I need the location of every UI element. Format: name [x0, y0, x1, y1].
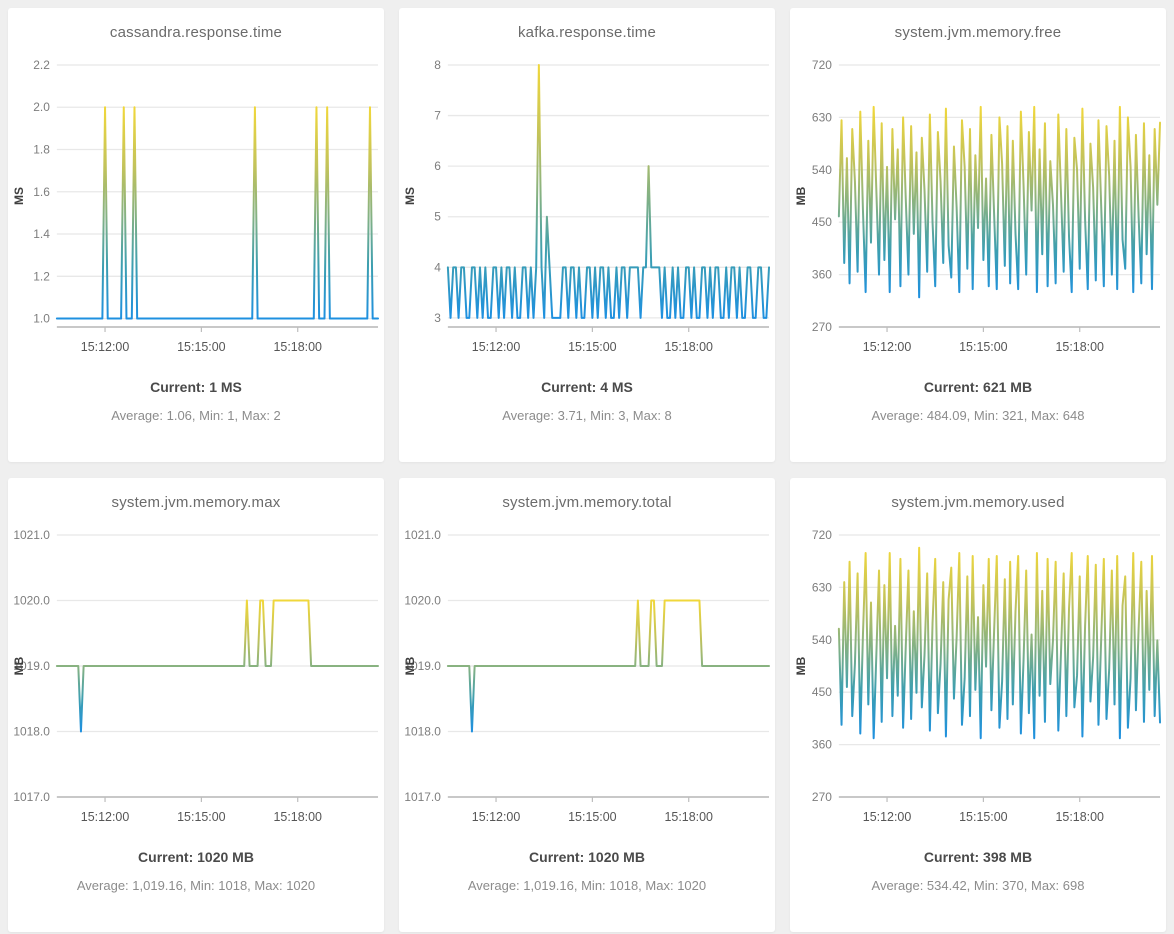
x-tick-label: 15:12:00: [472, 810, 521, 824]
chart-card-jvm-memory-used: system.jvm.memory.used 270 360 450 540 630 72…: [790, 478, 1166, 932]
stats-summary: Average: 1,019.16, Min: 1018, Max: 1020: [467, 878, 707, 893]
y-tick-label: 450: [812, 685, 832, 699]
chart-card-jvm-memory-total: system.jvm.memory.total 1017.0 1018.0 1019…: [399, 478, 775, 932]
x-tick-label: 15:15:00: [959, 810, 1008, 824]
x-tick-label: 15:18:00: [664, 340, 713, 354]
stats-summary: Average: 3.71, Min: 3, Max: 8: [502, 408, 672, 423]
y-tick-label: 360: [812, 738, 832, 752]
chart-title: system.jvm.memory.total: [502, 494, 672, 511]
series-line: [446, 599, 771, 733]
y-tick-label: 1.0: [33, 312, 50, 326]
x-tick-label: 15:18:00: [273, 340, 322, 354]
y-tick-label: 1018.0: [404, 724, 441, 738]
y-tick-label: 720: [812, 528, 832, 542]
y-tick-label: 2.2: [33, 58, 50, 72]
y-tick-label: 630: [812, 110, 832, 124]
series-line: [837, 546, 1162, 740]
x-tick-label: 15:12:00: [863, 810, 912, 824]
y-axis-unit-label: MS: [12, 187, 26, 205]
chart-title: cassandra.response.time: [109, 24, 283, 41]
x-tick-label: 15:15:00: [568, 810, 617, 824]
y-tick-label: 1019.0: [404, 659, 441, 673]
x-tick-label: 15:18:00: [1055, 810, 1104, 824]
y-tick-label: 1017.0: [13, 790, 50, 804]
current-value: Current: 1020 MB: [138, 849, 254, 865]
chart-title: kafka.response.time: [517, 24, 657, 41]
y-axis-unit-label: MB: [12, 656, 26, 675]
y-tick-label: 720: [812, 58, 832, 72]
chart-card-jvm-memory-free: system.jvm.memory.free 270 360 450 540 630 72…: [790, 8, 1166, 462]
line-chart-plot[interactable]: 1017.0 1018.0 1019.0 1020.0 1021.0 15:12:00 15…: [399, 515, 775, 835]
y-tick-label: 1020.0: [13, 593, 50, 607]
y-tick-label: 5: [434, 210, 441, 224]
x-tick-label: 15:12:00: [863, 340, 912, 354]
x-tick-label: 15:15:00: [568, 340, 617, 354]
stats-summary: Average: 1,019.16, Min: 1018, Max: 1020: [76, 878, 316, 893]
line-chart-plot[interactable]: 1.0 1.2 1.4 1.6 1.8 2.0 2.2 15:12:00 15:15:00 15:…: [8, 45, 384, 365]
x-tick-label: 15:18:00: [664, 810, 713, 824]
series-line: [446, 64, 771, 319]
series-line: [837, 105, 1162, 299]
y-tick-label: 270: [812, 790, 832, 804]
stats-summary: Average: 484.09, Min: 321, Max: 648: [871, 408, 1085, 423]
current-value: Current: 621 MB: [923, 379, 1033, 395]
y-tick-label: 2.0: [33, 100, 50, 114]
y-tick-label: 540: [812, 163, 832, 177]
series-line: [55, 106, 380, 320]
y-tick-label: 1.8: [33, 143, 50, 157]
chart-card-kafka-response-time: kafka.response.time 3 4 5 6 7 8 15:12:00 15:15:…: [399, 8, 775, 462]
x-tick-label: 15:12:00: [81, 340, 130, 354]
current-value: Current: 4 MS: [541, 379, 633, 395]
current-value: Current: 398 MB: [923, 849, 1033, 865]
line-chart-plot[interactable]: 270 360 450 540 630 720 15:12:00 15:15:00 15:18:…: [790, 45, 1166, 365]
x-tick-label: 15:18:00: [273, 810, 322, 824]
y-tick-label: 630: [812, 580, 832, 594]
chart-card-jvm-memory-max: system.jvm.memory.max 1017.0 1018.0 1019.0…: [8, 478, 384, 932]
x-tick-label: 15:12:00: [81, 810, 130, 824]
current-value: Current: 1 MS: [150, 379, 242, 395]
y-tick-label: 540: [812, 633, 832, 647]
chart-card-cassandra-response-time: cassandra.response.time 1.0 1.2 1.4 1.6 1.8 2…: [8, 8, 384, 462]
y-tick-label: 8: [434, 58, 441, 72]
y-tick-label: 270: [812, 320, 832, 334]
x-tick-label: 15:15:00: [177, 810, 226, 824]
y-tick-label: 1020.0: [404, 593, 441, 607]
chart-title: system.jvm.memory.max: [111, 494, 281, 511]
chart-title: system.jvm.memory.free: [894, 24, 1062, 41]
y-tick-label: 450: [812, 215, 832, 229]
x-tick-label: 15:15:00: [177, 340, 226, 354]
stats-summary: Average: 534.42, Min: 370, Max: 698: [871, 878, 1085, 893]
chart-title: system.jvm.memory.used: [891, 494, 1065, 511]
line-chart-plot[interactable]: 270 360 450 540 630 720 15:12:00 15:15:00 15:18:…: [790, 515, 1166, 835]
stats-summary: Average: 1.06, Min: 1, Max: 2: [111, 408, 281, 423]
y-axis-unit-label: MS: [403, 187, 417, 205]
y-tick-label: 1019.0: [13, 659, 50, 673]
y-tick-label: 1018.0: [13, 724, 50, 738]
x-tick-label: 15:12:00: [472, 340, 521, 354]
y-axis-unit-label: MB: [794, 186, 808, 205]
y-tick-label: 1.6: [33, 185, 50, 199]
series-line: [55, 599, 380, 733]
y-tick-label: 6: [434, 159, 441, 173]
y-tick-label: 1.4: [33, 227, 50, 241]
y-tick-label: 1021.0: [404, 528, 441, 542]
line-chart-plot[interactable]: 3 4 5 6 7 8 15:12:00 15:15:00 15:18:00 MS: [399, 45, 775, 365]
line-chart-plot[interactable]: 1017.0 1018.0 1019.0 1020.0 1021.0 15:12:00 15…: [8, 515, 384, 835]
y-tick-label: 3: [434, 311, 441, 325]
y-tick-label: 1017.0: [404, 790, 441, 804]
x-tick-label: 15:18:00: [1055, 340, 1104, 354]
y-axis-unit-label: MB: [403, 656, 417, 675]
current-value: Current: 1020 MB: [529, 849, 645, 865]
y-tick-label: 7: [434, 109, 441, 123]
x-tick-label: 15:15:00: [959, 340, 1008, 354]
y-tick-label: 360: [812, 268, 832, 282]
y-tick-label: 1021.0: [13, 528, 50, 542]
y-tick-label: 1.2: [33, 269, 50, 283]
y-axis-unit-label: MB: [794, 656, 808, 675]
y-tick-label: 4: [434, 260, 441, 274]
